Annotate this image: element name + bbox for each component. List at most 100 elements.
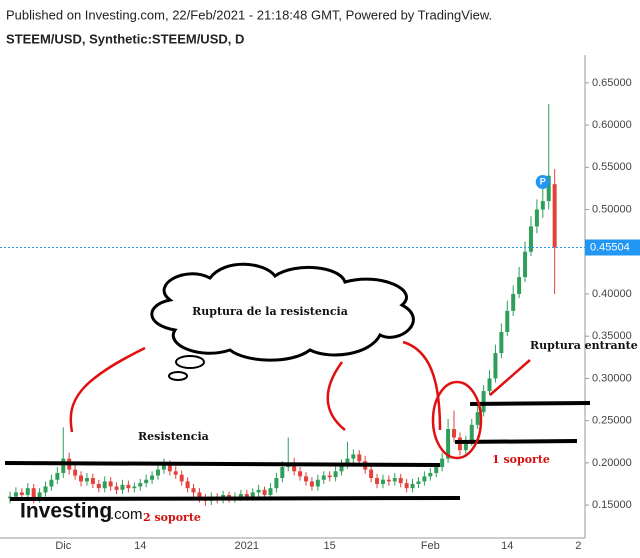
logo-suffix: .com — [110, 506, 143, 523]
candle-body — [126, 484, 131, 489]
candle-body — [280, 467, 285, 479]
candle-body — [434, 467, 439, 473]
candle-body — [138, 483, 143, 487]
candle-body — [528, 226, 533, 252]
candle-body — [487, 378, 492, 392]
candle-body — [244, 494, 249, 497]
candle-body — [292, 462, 297, 472]
annotation: Ruptura de la resistencia — [192, 305, 348, 318]
candle-body — [517, 277, 522, 294]
y-tick-label: 0.50000 — [592, 203, 632, 215]
candle-body — [197, 492, 202, 499]
x-tick-label: 2 — [575, 540, 581, 552]
candle-body — [43, 486, 48, 493]
x-tick-label: Feb — [421, 540, 440, 552]
candle-body — [132, 486, 137, 489]
candle-body — [25, 488, 30, 495]
y-tick-label: 0.60000 — [592, 119, 632, 131]
candle-body — [339, 464, 344, 472]
header: Published on Investing.com, 22/Feb/2021 … — [6, 7, 492, 22]
candle-body — [321, 475, 326, 480]
candle-body — [375, 478, 380, 484]
candle-body — [120, 484, 125, 490]
candle-body — [167, 464, 172, 472]
candle-body — [540, 201, 545, 210]
candle-body — [446, 429, 451, 459]
candle-body — [274, 478, 279, 489]
candle-body — [333, 471, 338, 478]
candle-body — [144, 479, 149, 484]
candle-body — [463, 441, 468, 451]
candle-body — [493, 353, 498, 379]
candle-body — [84, 478, 89, 482]
candle-body — [150, 475, 155, 480]
candle-body — [452, 429, 456, 438]
candle-body — [191, 488, 196, 493]
y-tick-label: 0.15000 — [592, 499, 632, 511]
candle-body — [410, 483, 415, 489]
candle-body — [268, 488, 273, 495]
candle-body — [179, 474, 184, 482]
candle-body — [161, 464, 166, 470]
candle-body — [386, 479, 391, 482]
cloud — [150, 262, 415, 381]
logo: Investing — [20, 500, 112, 523]
candle-body — [416, 481, 421, 484]
candle-body — [351, 454, 356, 459]
candle-body — [37, 492, 42, 499]
x-tick-label: 14 — [501, 540, 513, 552]
red-strokes — [69, 340, 531, 460]
marker-label: P — [540, 176, 546, 186]
candle-body — [156, 469, 160, 476]
candle-body — [90, 478, 95, 484]
candle-body — [108, 481, 113, 487]
candle-body — [345, 458, 350, 465]
candle-body — [511, 293, 516, 311]
candle-body — [428, 472, 433, 477]
y-tick-label: 0.65000 — [592, 77, 632, 89]
x-tick-label: 14 — [134, 540, 146, 552]
y-tick-label: 0.35000 — [592, 330, 632, 342]
last-price-box — [585, 239, 640, 256]
candle-body — [114, 486, 119, 490]
annotation: Resistencia — [138, 430, 209, 443]
y-tick-label: 0.55000 — [592, 161, 632, 173]
x-tick-label: Dic — [55, 540, 71, 552]
candle-body — [173, 471, 178, 475]
candle-body — [546, 175, 551, 202]
candle-body — [523, 251, 528, 278]
candle-body — [398, 478, 403, 484]
candle-body — [552, 184, 557, 248]
candle-body — [404, 483, 409, 489]
candle-body — [73, 469, 78, 476]
candle-body — [309, 481, 314, 487]
annotation: 1 soporte — [492, 453, 550, 466]
candle-body — [13, 492, 18, 497]
drawn-lines — [4, 401, 591, 501]
y-tick-label: 0.20000 — [592, 457, 632, 469]
candle-body — [61, 458, 66, 473]
candle-body — [250, 492, 255, 497]
candle-body — [422, 476, 427, 482]
y-tick-label: 0.40000 — [592, 288, 632, 300]
candle-body — [298, 471, 303, 477]
candle-body — [262, 489, 267, 495]
candle-body — [505, 310, 510, 332]
candle-body — [380, 479, 385, 484]
candle-body — [96, 483, 101, 489]
candle-body — [357, 454, 362, 462]
candle-body — [315, 479, 320, 487]
candle-body — [55, 472, 60, 480]
candle-body — [327, 475, 332, 478]
candle-body — [499, 331, 504, 354]
candle-body — [256, 489, 261, 493]
annotation: Ruptura entrante — [530, 339, 638, 352]
symbol: STEEM/USD, Synthetic:STEEM/USD, D — [6, 31, 244, 46]
candle-body — [49, 479, 54, 487]
candle-body — [440, 458, 445, 468]
candle-body — [481, 391, 486, 413]
candle-body — [475, 412, 480, 425]
annotation: 2 soporte — [143, 511, 201, 524]
candle-body — [392, 478, 397, 482]
